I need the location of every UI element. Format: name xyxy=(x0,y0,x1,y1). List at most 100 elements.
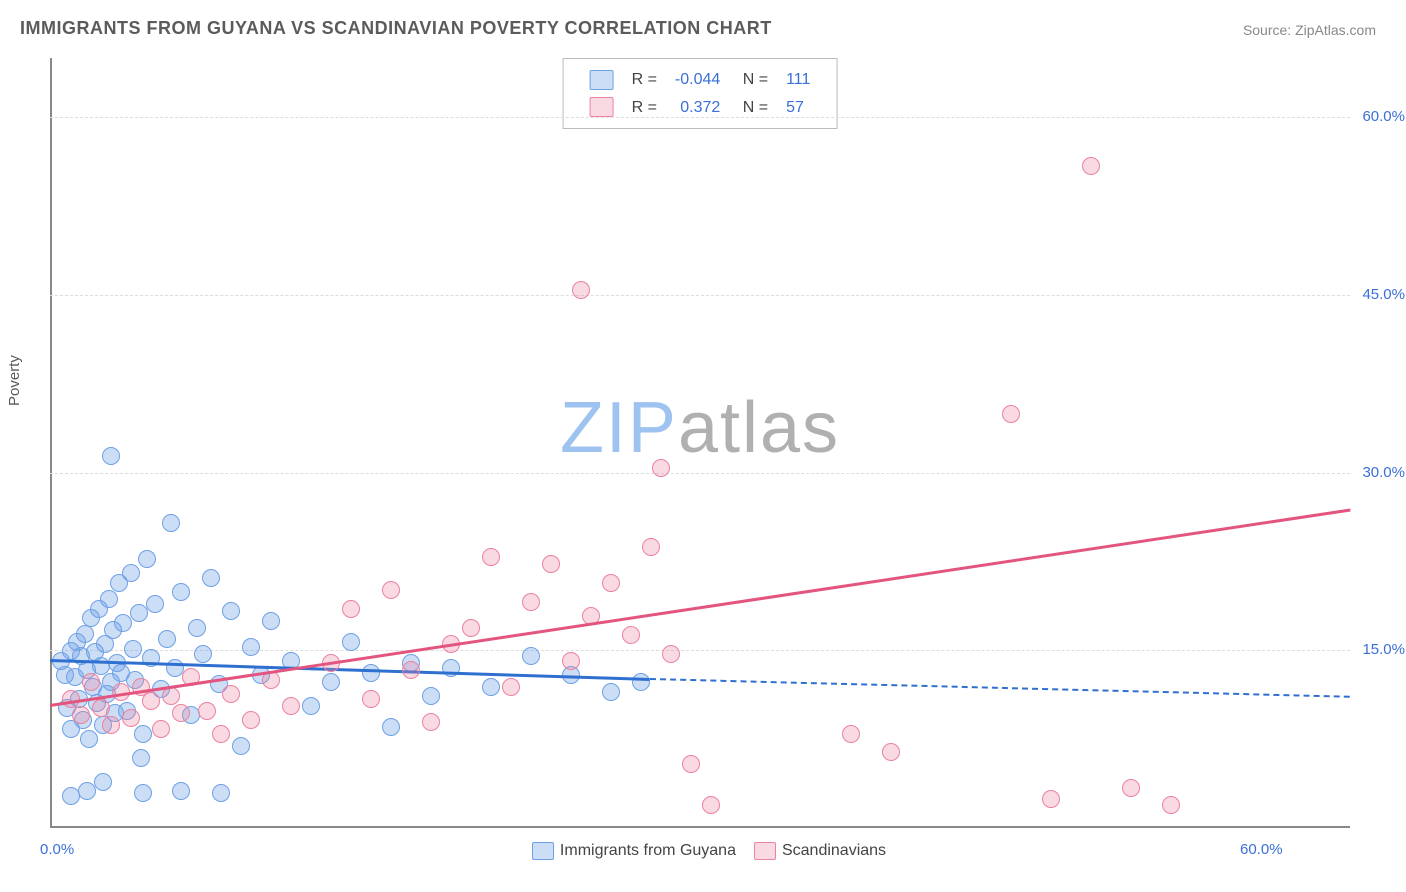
legend-label: Immigrants from Guyana xyxy=(560,842,736,859)
data-point xyxy=(72,706,90,724)
plot-area: ZIPatlas R =-0.044 N =111R =0.372 N =57 … xyxy=(50,58,1350,828)
data-point xyxy=(134,784,152,802)
data-point xyxy=(522,647,540,665)
data-point xyxy=(602,683,620,701)
data-point xyxy=(194,645,212,663)
data-point xyxy=(198,702,216,720)
data-point xyxy=(382,718,400,736)
data-point xyxy=(502,678,520,696)
data-point xyxy=(138,550,156,568)
data-point xyxy=(158,630,176,648)
data-point xyxy=(82,673,100,691)
data-point xyxy=(1122,779,1140,797)
data-point xyxy=(702,796,720,814)
data-point xyxy=(172,782,190,800)
data-point xyxy=(1162,796,1180,814)
data-point xyxy=(462,619,480,637)
data-point xyxy=(282,697,300,715)
data-point xyxy=(212,725,230,743)
legend-swatch xyxy=(532,842,554,860)
data-point xyxy=(92,699,110,717)
data-point xyxy=(632,673,650,691)
data-point xyxy=(78,782,96,800)
data-point xyxy=(422,687,440,705)
data-point xyxy=(134,725,152,743)
data-point xyxy=(602,574,620,592)
data-point xyxy=(382,581,400,599)
data-point xyxy=(322,673,340,691)
data-point xyxy=(422,713,440,731)
chart-title: IMMIGRANTS FROM GUYANA VS SCANDINAVIAN P… xyxy=(20,18,772,39)
x-axis xyxy=(50,826,1350,828)
data-point xyxy=(172,704,190,722)
data-point xyxy=(162,687,180,705)
data-point xyxy=(142,692,160,710)
data-point xyxy=(222,602,240,620)
data-point xyxy=(662,645,680,663)
data-point xyxy=(146,595,164,613)
y-axis-label: Poverty xyxy=(6,355,23,406)
data-point xyxy=(132,749,150,767)
series-legend: Immigrants from GuyanaScandinavians xyxy=(50,842,1350,860)
data-point xyxy=(342,600,360,618)
correlation-legend: R =-0.044 N =111R =0.372 N =57 xyxy=(563,58,838,129)
legend-swatch xyxy=(754,842,776,860)
data-point xyxy=(102,447,120,465)
data-point xyxy=(152,720,170,738)
y-tick-label: 15.0% xyxy=(1362,641,1405,658)
data-point xyxy=(188,619,206,637)
data-point xyxy=(172,583,190,601)
data-point xyxy=(652,459,670,477)
data-point xyxy=(92,657,110,675)
data-point xyxy=(622,626,640,644)
data-point xyxy=(682,755,700,773)
data-point xyxy=(130,604,148,622)
data-point xyxy=(482,548,500,566)
data-point xyxy=(102,716,120,734)
data-point xyxy=(124,640,142,658)
data-point xyxy=(1082,157,1100,175)
y-axis xyxy=(50,58,52,828)
gridline xyxy=(50,473,1350,474)
data-point xyxy=(362,664,380,682)
data-point xyxy=(572,281,590,299)
chart-container: IMMIGRANTS FROM GUYANA VS SCANDINAVIAN P… xyxy=(0,0,1406,892)
regression-line xyxy=(50,508,1350,706)
data-point xyxy=(542,555,560,573)
data-point xyxy=(62,690,80,708)
data-point xyxy=(242,711,260,729)
gridline xyxy=(50,117,1350,118)
data-point xyxy=(882,743,900,761)
data-point xyxy=(402,661,420,679)
data-point xyxy=(80,730,98,748)
legend-row: R =-0.044 N =111 xyxy=(582,67,819,93)
data-point xyxy=(242,638,260,656)
data-point xyxy=(222,685,240,703)
data-point xyxy=(262,612,280,630)
data-point xyxy=(122,709,140,727)
data-point xyxy=(76,625,94,643)
y-tick-label: 60.0% xyxy=(1362,108,1405,125)
gridline xyxy=(50,295,1350,296)
y-tick-label: 30.0% xyxy=(1362,464,1405,481)
data-point xyxy=(94,773,112,791)
data-point xyxy=(342,633,360,651)
data-point xyxy=(522,593,540,611)
watermark: ZIPatlas xyxy=(560,387,840,469)
x-tick-label: 0.0% xyxy=(40,841,74,858)
x-tick-label: 60.0% xyxy=(1240,841,1283,858)
data-point xyxy=(202,569,220,587)
data-point xyxy=(362,690,380,708)
data-point xyxy=(562,652,580,670)
data-point xyxy=(1002,405,1020,423)
data-point xyxy=(114,614,132,632)
data-point xyxy=(642,538,660,556)
source-label: Source: ZipAtlas.com xyxy=(1243,22,1376,38)
data-point xyxy=(100,590,118,608)
data-point xyxy=(162,514,180,532)
y-tick-label: 45.0% xyxy=(1362,286,1405,303)
data-point xyxy=(212,784,230,802)
data-point xyxy=(482,678,500,696)
regression-line xyxy=(650,678,1350,698)
data-point xyxy=(842,725,860,743)
